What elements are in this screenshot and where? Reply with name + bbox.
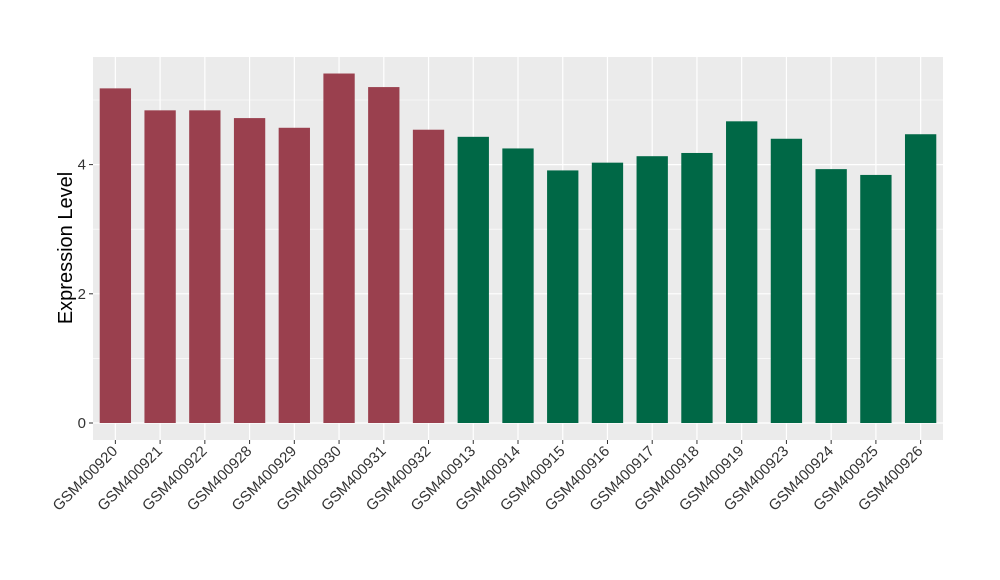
x-axis-ticks: GSM400920GSM400921GSM400922GSM400928GSM4…	[50, 440, 926, 514]
bar-GSM400922	[189, 110, 221, 423]
y-tick-label: 2	[78, 286, 86, 303]
bar-GSM400915	[547, 170, 579, 423]
bars	[99, 73, 937, 424]
bar-GSM400920	[99, 88, 132, 423]
bar-GSM400928	[233, 118, 266, 423]
bar-GSM400917	[636, 156, 668, 423]
y-axis-ticks: 0 2 4	[78, 157, 93, 432]
bar-GSM400926	[904, 134, 937, 423]
bar-GSM400929	[278, 127, 310, 423]
bar-GSM400923	[770, 138, 803, 423]
bar-GSM400931	[368, 87, 400, 423]
bar-GSM400918	[681, 152, 713, 424]
bar-GSM400919	[726, 121, 758, 424]
y-tick-label: 4	[78, 157, 86, 174]
bar-GSM400924	[815, 169, 847, 423]
bar-GSM400925	[860, 174, 892, 423]
bar-GSM400913	[457, 136, 489, 423]
y-axis-title: Expression Level	[55, 172, 77, 324]
bar-GSM400930	[323, 73, 355, 423]
bar-GSM400916	[591, 162, 624, 424]
bar-GSM400914	[502, 148, 534, 423]
bar-GSM400932	[412, 129, 445, 423]
bar-GSM400921	[144, 110, 176, 423]
y-tick-label: 0	[78, 415, 86, 432]
